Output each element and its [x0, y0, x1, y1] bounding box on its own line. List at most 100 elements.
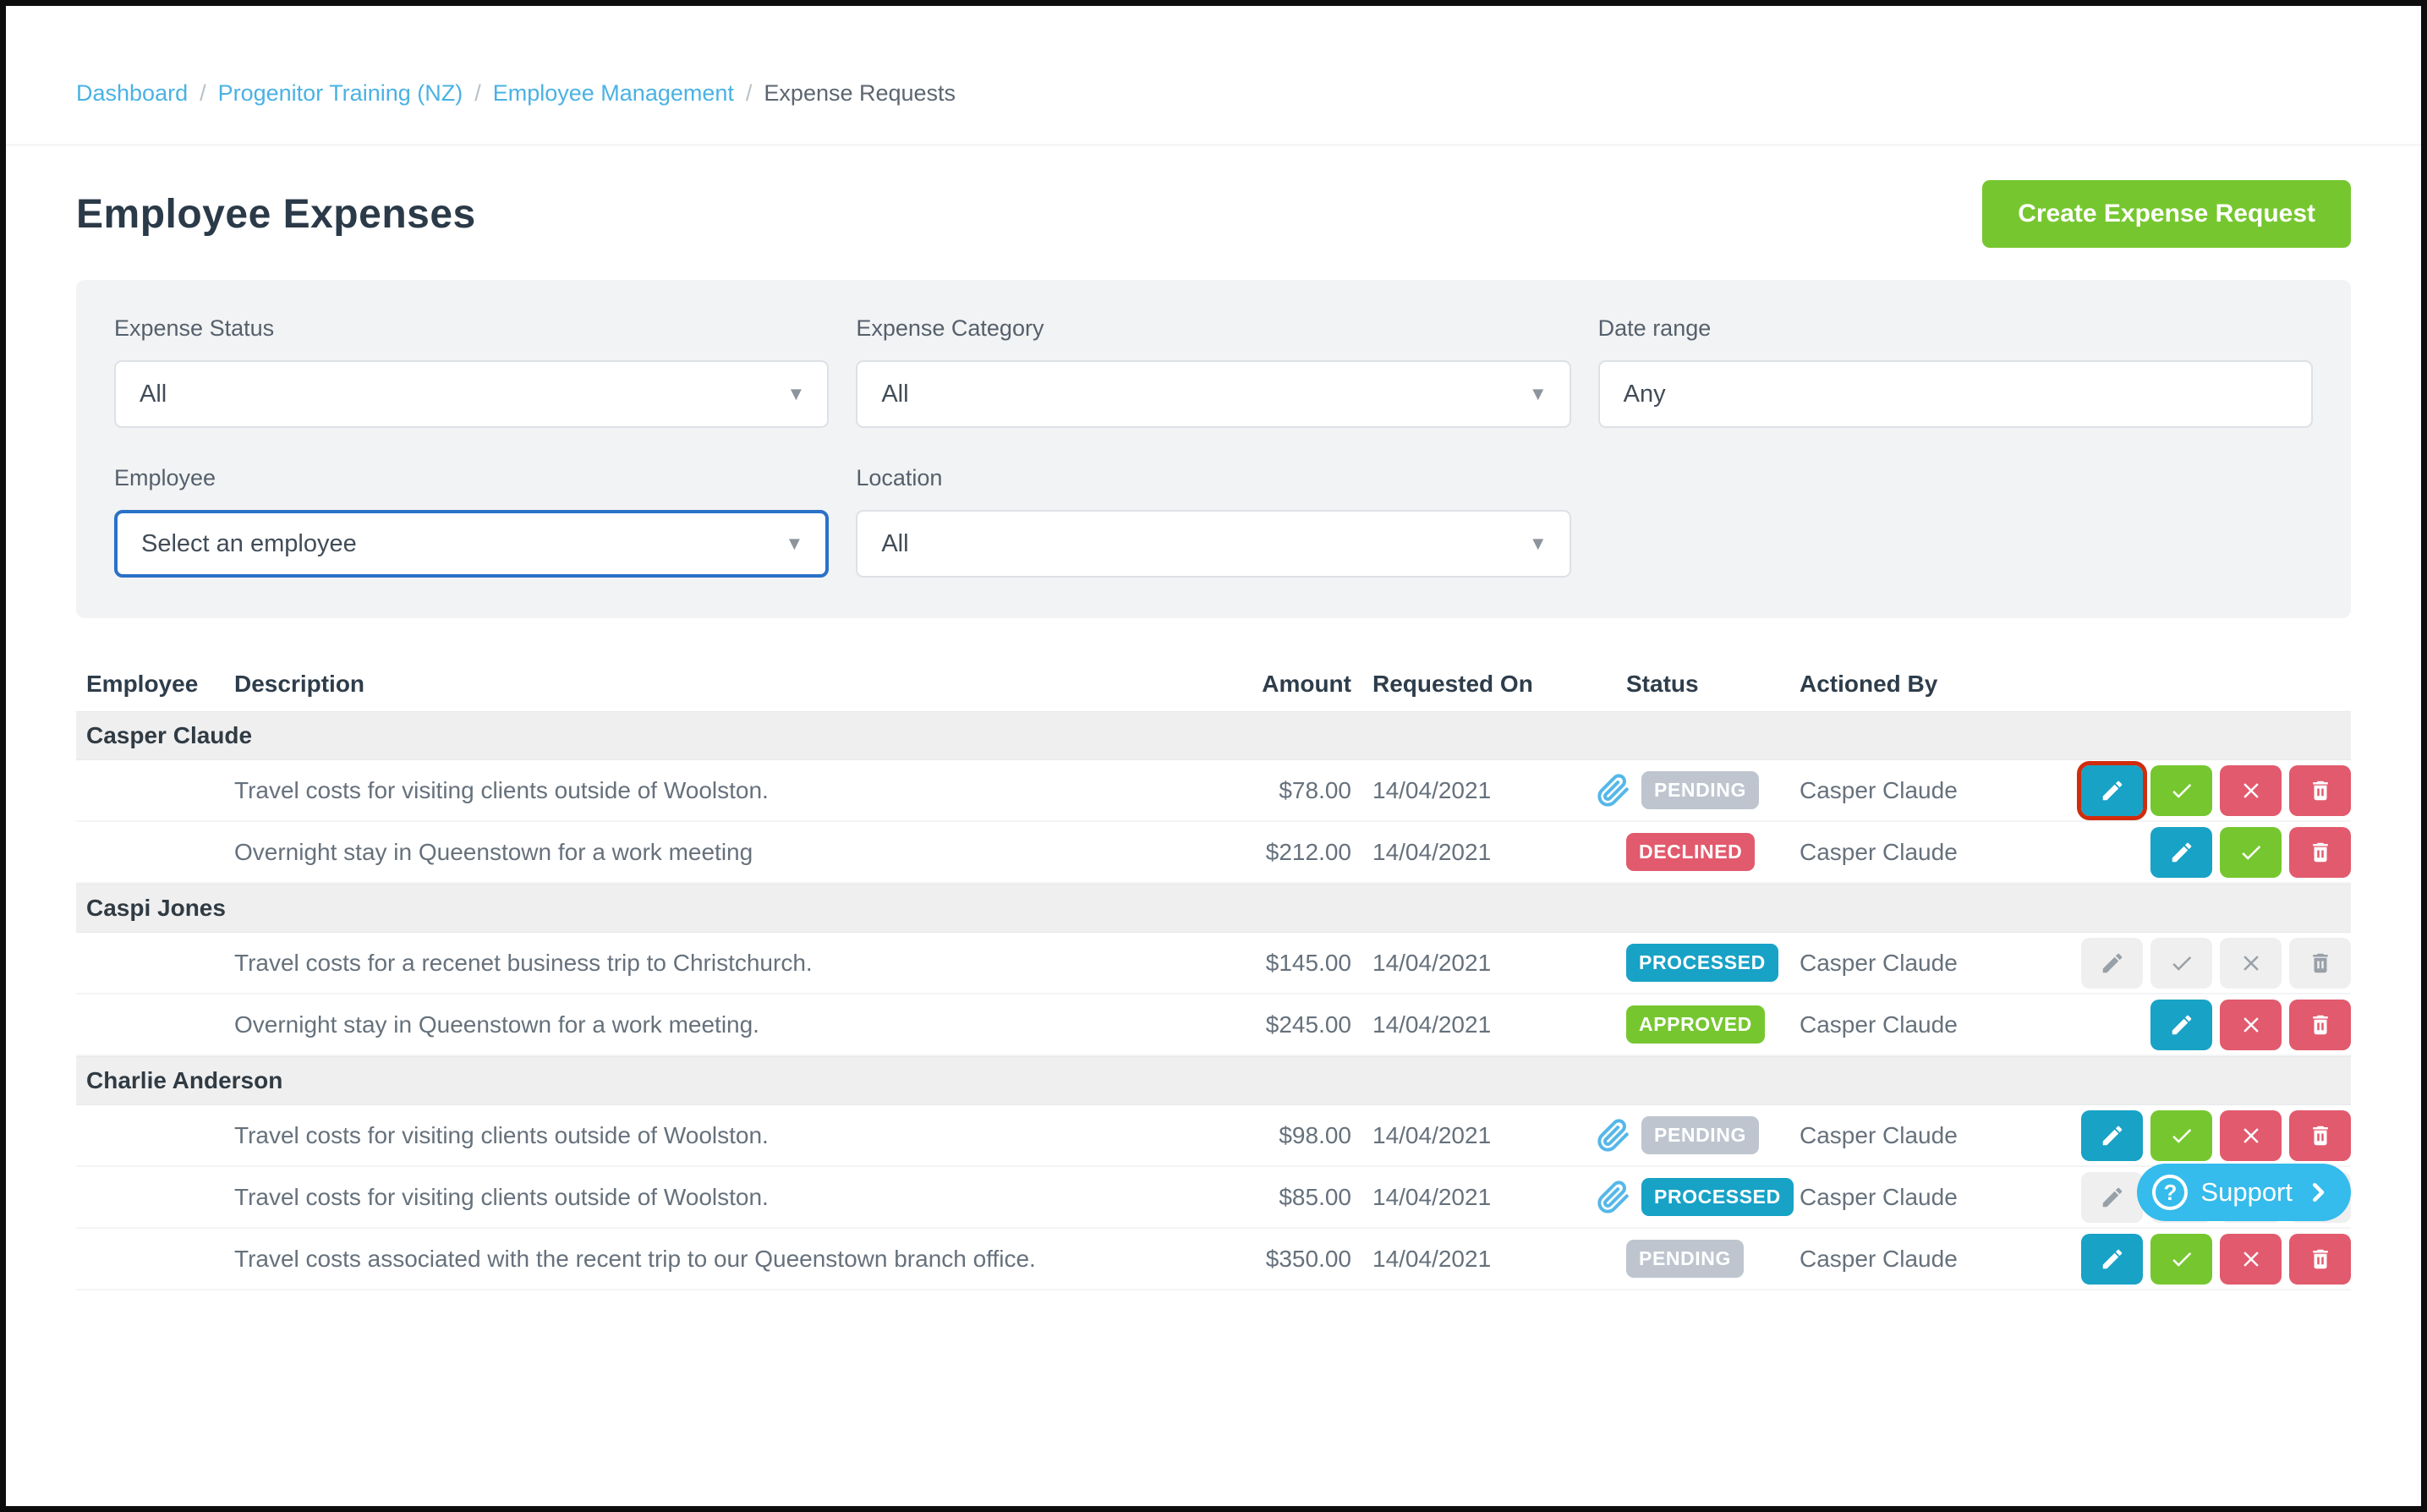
- expense-requested-on: 14/04/2021: [1372, 776, 1492, 803]
- check-icon: [2172, 783, 2191, 798]
- expense-description: Travel costs associated with the recent …: [234, 1245, 1036, 1272]
- expense-status-cell: PENDING: [1597, 1116, 1800, 1154]
- breadcrumb-dashboard[interactable]: Dashboard: [76, 80, 189, 106]
- approve-button[interactable]: [2150, 1233, 2212, 1285]
- filter-employee: Employee Select an employee ▼: [114, 465, 830, 578]
- expense-amount: $350.00: [1265, 1245, 1351, 1272]
- expense-row: Overnight stay in Queenstown for a work …: [76, 822, 2351, 884]
- expense-row: Travel costs for a recenet business trip…: [76, 933, 2351, 994]
- delete-button[interactable]: [2289, 826, 2351, 878]
- employee-select[interactable]: Select an employee ▼: [114, 510, 830, 578]
- decline-button[interactable]: [2220, 764, 2282, 816]
- delete-button[interactable]: [2289, 1233, 2351, 1285]
- x-icon: [2243, 782, 2259, 798]
- expense-requested-on: 14/04/2021: [1372, 1121, 1492, 1148]
- row-actions: [2013, 760, 2351, 820]
- table-body: Casper Claude Travel costs for visiting c…: [76, 711, 2351, 1290]
- approve-button[interactable]: [2220, 826, 2282, 878]
- decline-button[interactable]: [2220, 1109, 2282, 1161]
- expense-row: Travel costs for visiting clients outsid…: [76, 1167, 2351, 1229]
- breadcrumb-progenitor-training-nz[interactable]: Progenitor Training (NZ): [217, 80, 463, 106]
- expense-status-cell: PROCESSED: [1597, 1178, 1800, 1216]
- edit-button[interactable]: [2081, 1233, 2143, 1285]
- approve-button[interactable]: [2150, 1109, 2212, 1161]
- expense-description: Travel costs for visiting clients outsid…: [234, 1121, 769, 1148]
- column-header-amount: Amount: [1262, 671, 1351, 697]
- expense-description: Overnight stay in Queenstown for a work …: [234, 838, 753, 865]
- delete-button[interactable]: [2289, 764, 2351, 816]
- status-badge: DECLINED: [1626, 833, 1756, 871]
- expense-category-select[interactable]: All ▼: [856, 360, 1571, 428]
- group-employee-name: Caspi Jones: [86, 895, 226, 921]
- row-actions: [2013, 1109, 2351, 1161]
- status-badge: PENDING: [1641, 1116, 1759, 1154]
- pencil-icon: [2102, 1187, 2122, 1207]
- page-title: Employee Expenses: [76, 191, 476, 237]
- x-icon: [2243, 1016, 2259, 1033]
- chevron-down-icon: ▼: [1528, 533, 1548, 554]
- expense-actioned-by: Casper Claude: [1800, 1121, 1958, 1148]
- chevron-down-icon: ▼: [1528, 383, 1548, 404]
- delete-button[interactable]: [2289, 999, 2351, 1050]
- trash-icon: [2312, 781, 2328, 800]
- trash-icon: [2312, 953, 2328, 972]
- expense-status-cell: APPROVED: [1597, 1005, 1800, 1044]
- expense-status-label: Expense Status: [114, 315, 275, 341]
- breadcrumb-separator: /: [745, 80, 753, 106]
- group-row: Caspi Jones: [76, 884, 2351, 933]
- expense-description: Overnight stay in Queenstown for a work …: [234, 1011, 759, 1038]
- support-button[interactable]: ? Support: [2137, 1164, 2351, 1221]
- column-header-status: Status: [1626, 671, 1699, 697]
- decline-button[interactable]: [2220, 999, 2282, 1050]
- pencil-icon: [2172, 1015, 2191, 1034]
- delete-button: [2289, 937, 2351, 989]
- approve-button[interactable]: [2150, 764, 2212, 816]
- expense-description: Travel costs for visiting clients outsid…: [234, 776, 769, 803]
- expense-actioned-by: Casper Claude: [1800, 1245, 1958, 1272]
- breadcrumb-separator: /: [474, 80, 481, 106]
- expense-actioned-by: Casper Claude: [1800, 949, 1958, 976]
- group-row: Charlie Anderson: [76, 1056, 2351, 1105]
- pencil-icon: [2102, 1249, 2122, 1268]
- expense-amount: $212.00: [1265, 838, 1351, 865]
- date-range-input[interactable]: Any: [1597, 360, 2313, 428]
- chevron-right-icon: [2313, 1183, 2325, 1202]
- edit-button[interactable]: [2081, 1109, 2143, 1161]
- pencil-icon: [2102, 1126, 2122, 1145]
- expense-row: Travel costs associated with the recent …: [76, 1229, 2351, 1290]
- pencil-icon: [2102, 953, 2122, 972]
- create-expense-request-button[interactable]: Create Expense Request: [1982, 180, 2351, 248]
- expense-status-select[interactable]: All ▼: [114, 360, 830, 428]
- expense-status-value: All: [140, 380, 167, 408]
- row-actions: [2013, 937, 2351, 989]
- expense-description: Travel costs for visiting clients outsid…: [234, 1183, 769, 1210]
- expense-actioned-by: Casper Claude: [1800, 838, 1958, 865]
- expense-amount: $85.00: [1279, 1183, 1351, 1210]
- edit-button[interactable]: [2150, 826, 2212, 878]
- breadcrumb: Dashboard / Progenitor Training (NZ) / Emplo…: [76, 6, 2351, 107]
- edit-button[interactable]: [2150, 999, 2212, 1050]
- status-badge: APPROVED: [1626, 1005, 1765, 1044]
- employee-value: Select an employee: [141, 529, 357, 557]
- expense-requested-on: 14/04/2021: [1372, 949, 1492, 976]
- expense-requested-on: 14/04/2021: [1372, 838, 1492, 865]
- check-icon: [2172, 1128, 2191, 1143]
- expense-amount: $78.00: [1279, 776, 1351, 803]
- edit-button[interactable]: [2077, 760, 2147, 820]
- x-icon: [2243, 955, 2259, 971]
- expense-row: Travel costs for visiting clients outsid…: [76, 760, 2351, 822]
- location-select[interactable]: All ▼: [856, 510, 1571, 578]
- filters-panel: Expense Status All ▼ Expense Category Al…: [76, 280, 2351, 618]
- breadcrumb-employee-management[interactable]: Employee Management: [492, 80, 734, 106]
- decline-button[interactable]: [2220, 1233, 2282, 1285]
- page: Dashboard / Progenitor Training (NZ) / Emplo…: [6, 6, 2421, 1290]
- column-header-actioned-by: Actioned By: [1800, 671, 1938, 697]
- breadcrumb-separator: /: [200, 80, 206, 106]
- expense-amount: $145.00: [1265, 949, 1351, 976]
- status-badge: PROCESSED: [1626, 944, 1778, 982]
- delete-button[interactable]: [2289, 1109, 2351, 1161]
- expense-status-cell: PROCESSED: [1597, 944, 1800, 982]
- expense-category-value: All: [881, 380, 909, 408]
- location-label: Location: [856, 465, 943, 490]
- approve-button: [2150, 937, 2212, 989]
